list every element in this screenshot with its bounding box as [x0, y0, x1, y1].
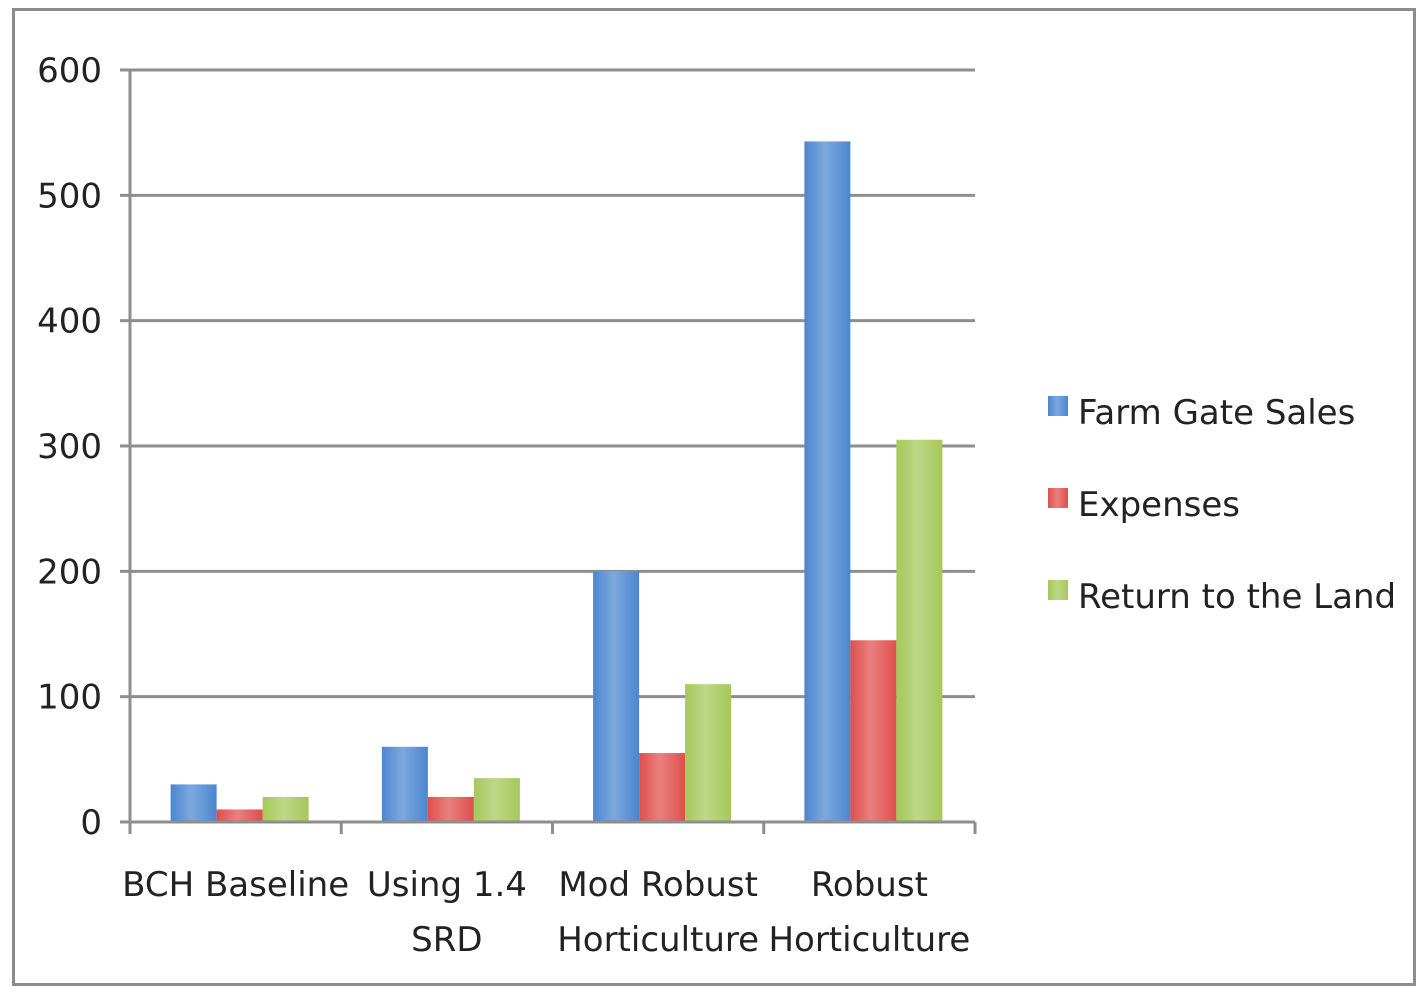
bar-farm-gate-sales-2: [593, 571, 640, 822]
y-tick-labels: 0 100 200 300 400 500 600: [37, 51, 102, 843]
bar-expenses-0: [216, 809, 263, 822]
y-tick-label: 200: [37, 552, 102, 592]
bar-farm-gate-sales-3: [804, 141, 851, 822]
legend-label: Return to the Land: [1078, 577, 1396, 617]
legend-swatch: [1048, 580, 1068, 600]
x-category-label: SRD: [411, 920, 482, 960]
y-tick-label: 600: [37, 51, 102, 91]
y-tick-label: 500: [37, 176, 102, 216]
bar-expenses-2: [639, 753, 686, 822]
bar-return-to-the-land-2: [685, 684, 732, 822]
bar-expenses-1: [427, 796, 474, 822]
legend-label: Farm Gate Sales: [1078, 393, 1355, 433]
legend: Farm Gate Sales Expenses Return to the Lan…: [1048, 393, 1396, 617]
y-tick-label: 400: [37, 302, 102, 342]
x-category-label: Mod Robust: [558, 865, 758, 905]
bar-farm-gate-sales-0: [170, 784, 217, 822]
legend-swatch: [1048, 488, 1068, 508]
legend-label: Expenses: [1078, 485, 1240, 525]
bars: [170, 141, 943, 822]
x-category-label: Horticulture: [768, 920, 970, 960]
bar-return-to-the-land-0: [262, 796, 309, 822]
x-category-label: Using 1.4: [367, 865, 527, 905]
y-tick-label: 300: [37, 427, 102, 467]
bar-farm-gate-sales-1: [381, 746, 428, 822]
legend-swatch: [1048, 396, 1068, 416]
x-category-label: Robust: [811, 865, 928, 905]
y-tick-label: 100: [37, 678, 102, 718]
bar-return-to-the-land-3: [896, 439, 943, 822]
x-category-label: Horticulture: [557, 920, 759, 960]
y-tick-label: 0: [80, 803, 102, 843]
x-category-label: BCH Baseline: [122, 865, 349, 905]
axes: [120, 68, 977, 834]
bar-return-to-the-land-1: [473, 778, 520, 822]
bar-expenses-3: [850, 640, 897, 822]
